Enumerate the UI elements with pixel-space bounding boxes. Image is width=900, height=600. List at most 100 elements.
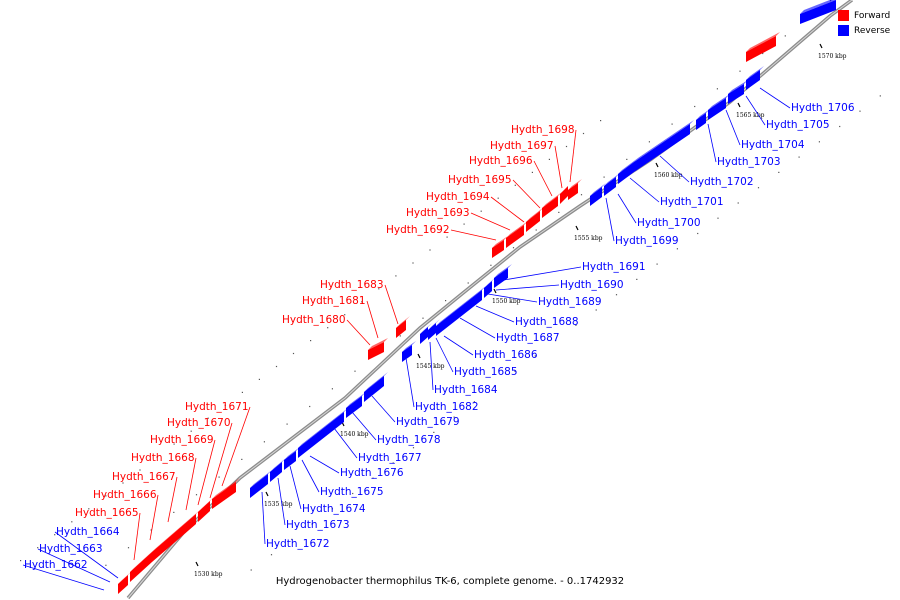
gene-label-hydth-1682[interactable]: Hydth_1682	[415, 401, 479, 413]
gene-label-hydth-1672[interactable]: Hydth_1672	[266, 538, 330, 550]
gene-label-hydth-1668[interactable]: Hydth_1668	[131, 452, 195, 464]
gene-label-hydth-1662[interactable]: Hydth_1662	[24, 559, 88, 571]
gene-label-hydth-1666[interactable]: Hydth_1666	[93, 489, 157, 501]
gene-label-hydth-1676[interactable]: Hydth_1676	[340, 467, 404, 479]
gene-label-hydth-1674[interactable]: Hydth_1674	[302, 503, 366, 515]
forward-gene-feature[interactable]	[118, 571, 132, 594]
forward-gene-feature[interactable]	[560, 182, 572, 204]
gene-label-hydth-1675[interactable]: Hydth_1675	[320, 486, 384, 498]
forward-gene-feature[interactable]	[568, 179, 582, 200]
forward-gene-feature[interactable]	[506, 221, 528, 248]
gene-label-hydth-1690[interactable]: Hydth_1690	[560, 279, 624, 291]
reverse-gene-feature[interactable]	[298, 408, 348, 458]
guide-dot	[737, 202, 739, 204]
gene-label-hydth-1689[interactable]: Hydth_1689	[538, 296, 602, 308]
reverse-gene-feature[interactable]	[728, 80, 748, 104]
forward-gene-feature[interactable]	[212, 478, 240, 509]
gene-label-hydth-1681[interactable]: Hydth_1681	[302, 295, 366, 307]
gene-label-hydth-1702[interactable]: Hydth_1702	[690, 176, 754, 188]
gene-body	[428, 323, 436, 340]
gene-label-hydth-1677[interactable]: Hydth_1677	[358, 452, 422, 464]
reverse-gene-feature[interactable]	[590, 183, 606, 206]
gene-label-hydth-1695[interactable]: Hydth_1695	[448, 174, 512, 186]
gene-label-hydth-1664[interactable]: Hydth_1664	[56, 526, 120, 538]
guide-dot	[344, 314, 346, 316]
forward-gene-feature[interactable]	[542, 192, 562, 218]
gene-body	[746, 70, 760, 90]
gene-label-hydth-1663[interactable]: Hydth_1663	[39, 543, 103, 555]
gene-label-hydth-1691[interactable]: Hydth_1691	[582, 261, 646, 273]
gene-label-hydth-1667[interactable]: Hydth_1667	[112, 471, 176, 483]
gene-top	[728, 80, 748, 94]
reverse-gene-feature[interactable]	[696, 109, 710, 130]
reverse-gene-feature[interactable]	[250, 470, 272, 498]
gene-label-hydth-1704[interactable]: Hydth_1704	[741, 139, 805, 151]
guide-dot	[195, 494, 198, 496]
gene-label-hydth-1703[interactable]: Hydth_1703	[717, 156, 781, 168]
guide-dot	[497, 197, 499, 199]
leader-line	[346, 319, 371, 346]
forward-gene-feature[interactable]	[396, 316, 410, 338]
axis-tick-label: 1555 kbp	[574, 235, 603, 242]
gene-label-hydth-1697[interactable]: Hydth_1697	[490, 140, 554, 152]
gene-label-hydth-1680[interactable]: Hydth_1680	[282, 314, 346, 326]
reverse-gene-feature[interactable]	[402, 341, 416, 362]
gene-label-hydth-1701[interactable]: Hydth_1701	[660, 196, 724, 208]
reverse-gene-feature[interactable]	[494, 264, 512, 288]
forward-gene-feature[interactable]	[526, 207, 544, 232]
gene-label-hydth-1694[interactable]: Hydth_1694	[426, 191, 490, 203]
gene-label-hydth-1706[interactable]: Hydth_1706	[791, 102, 855, 114]
gene-label-hydth-1665[interactable]: Hydth_1665	[75, 507, 139, 519]
forward-gene-feature[interactable]	[746, 32, 780, 62]
gene-top	[492, 236, 508, 248]
gene-top	[428, 319, 440, 330]
leader-line	[277, 477, 286, 526]
gene-label-hydth-1683[interactable]: Hydth_1683	[320, 279, 384, 291]
reverse-gene-feature[interactable]	[634, 120, 694, 172]
gene-label-hydth-1705[interactable]: Hydth_1705	[766, 119, 830, 131]
gene-label-hydth-1670[interactable]: Hydth_1670	[167, 417, 231, 429]
reverse-gene-feature[interactable]	[604, 173, 620, 196]
gene-label-hydth-1693[interactable]: Hydth_1693	[406, 207, 470, 219]
gene-label-hydth-1678[interactable]: Hydth_1678	[377, 434, 441, 446]
guide-dot	[473, 401, 475, 403]
reverse-gene-feature[interactable]	[618, 158, 638, 184]
leader-line	[725, 109, 741, 146]
forward-gene-feature[interactable]	[492, 236, 508, 258]
reverse-gene-feature[interactable]	[364, 372, 388, 402]
gene-label-hydth-1688[interactable]: Hydth_1688	[515, 316, 579, 328]
gene-label-hydth-1671[interactable]: Hydth_1671	[185, 401, 249, 413]
gene-label-hydth-1700[interactable]: Hydth_1700	[637, 217, 701, 229]
gene-label-hydth-1699[interactable]: Hydth_1699	[615, 235, 679, 247]
reverse-gene-feature[interactable]	[436, 286, 486, 336]
gene-label-hydth-1698[interactable]: Hydth_1698	[511, 124, 575, 136]
leader-line	[54, 531, 119, 579]
reverse-gene-feature[interactable]	[420, 323, 432, 344]
gene-label-hydth-1684[interactable]: Hydth_1684	[434, 384, 498, 396]
gene-label-hydth-1679[interactable]: Hydth_1679	[396, 416, 460, 428]
reverse-gene-feature[interactable]	[428, 319, 440, 340]
reverse-gene-feature[interactable]	[484, 277, 496, 298]
reverse-gene-feature[interactable]	[270, 458, 286, 482]
gene-label-hydth-1673[interactable]: Hydth_1673	[286, 519, 350, 531]
axis-tick-label: 1540 kbp	[340, 431, 369, 438]
reverse-gene-feature[interactable]	[346, 392, 366, 418]
gene-label-hydth-1692[interactable]: Hydth_1692	[386, 224, 450, 236]
reverse-gene-feature[interactable]	[746, 66, 764, 90]
gene-top	[604, 173, 620, 186]
gene-label-hydth-1696[interactable]: Hydth_1696	[469, 155, 533, 167]
gene-top	[130, 548, 156, 572]
forward-gene-feature[interactable]	[368, 338, 388, 360]
guide-dot	[636, 278, 638, 280]
gene-label-hydth-1687[interactable]: Hydth_1687	[496, 332, 560, 344]
reverse-gene-feature[interactable]	[708, 94, 730, 120]
forward-gene-feature[interactable]	[198, 497, 214, 522]
forward-gene-feature[interactable]	[130, 548, 156, 582]
leader-line	[745, 95, 766, 126]
gene-label-hydth-1686[interactable]: Hydth_1686	[474, 349, 538, 361]
reverse-gene-feature[interactable]	[284, 447, 300, 470]
reverse-gene-feature[interactable]	[800, 0, 840, 24]
forward-gene-feature[interactable]	[152, 510, 200, 562]
gene-label-hydth-1685[interactable]: Hydth_1685	[454, 366, 518, 378]
gene-label-hydth-1669[interactable]: Hydth_1669	[150, 434, 214, 446]
